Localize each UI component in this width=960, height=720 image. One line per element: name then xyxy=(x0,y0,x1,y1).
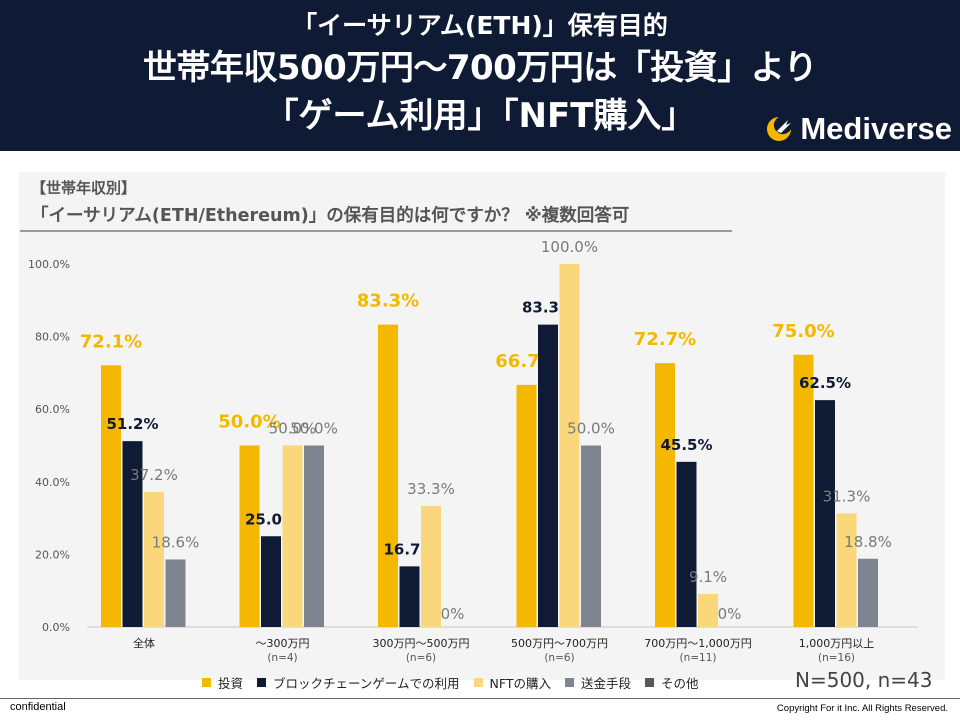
data-label: 83.3% xyxy=(357,291,419,312)
legend-label: ブロックチェーンゲームでの利用 xyxy=(273,675,460,691)
bar-1 xyxy=(538,324,558,627)
legend-item-nft: NFTの購入 xyxy=(473,673,551,692)
data-label: 45.5% xyxy=(660,436,712,454)
x-tick-n-label: (n=6) xyxy=(406,652,436,664)
logo-text: Mediverse xyxy=(800,111,952,146)
data-label: 37.2% xyxy=(130,466,178,484)
legend-label: 投資 xyxy=(218,675,244,691)
bar-1 xyxy=(399,566,420,627)
legend-swatch xyxy=(645,677,655,687)
data-label: 50.0% xyxy=(269,420,317,438)
data-label: 18.8% xyxy=(844,533,892,551)
data-label: 62.5% xyxy=(799,374,851,392)
sample-size-note: N=500, n=43 xyxy=(795,668,933,692)
legend-item-other: その他 xyxy=(645,673,699,692)
data-label: 50.0% xyxy=(218,412,280,433)
data-label: 18.6% xyxy=(152,533,200,551)
x-tick-label: 1,000万円以上 xyxy=(799,637,875,650)
bar-2 xyxy=(559,264,580,627)
y-tick-label: 20.0% xyxy=(35,548,70,561)
data-label: 9.1% xyxy=(689,568,727,586)
bar-1 xyxy=(676,461,697,627)
legend-label: 送金手段 xyxy=(581,675,632,691)
bar-0 xyxy=(239,445,260,627)
x-tick-label: 〜300万円 xyxy=(256,637,310,650)
legend-swatch xyxy=(257,677,267,687)
bar-2 xyxy=(282,445,303,627)
data-label: 75.0% xyxy=(772,321,834,342)
x-tick-n-label: (n=16) xyxy=(818,652,855,664)
confidential-label: confidential xyxy=(10,701,66,713)
chart-section-label: 【世帯年収別】 xyxy=(31,179,137,197)
header-banner: 「イーサリアム(ETH)」保有目的 世帯年収500万円〜700万円は「投資」より… xyxy=(0,0,960,151)
bar-2 xyxy=(836,513,857,627)
bar-0 xyxy=(655,363,675,627)
bar-0 xyxy=(378,324,398,627)
bar-3 xyxy=(858,558,878,627)
x-tick-label: 300万円〜500万円 xyxy=(373,637,470,650)
bar-1 xyxy=(261,536,281,627)
data-label: 33.3% xyxy=(407,480,455,498)
data-label: 0% xyxy=(441,605,465,623)
chart-question: 「イーサリアム(ETH/Ethereum)」の保有目的は何ですか？ ※複数回答可 xyxy=(31,206,630,226)
data-label: 31.3% xyxy=(823,487,871,505)
bar-1 xyxy=(815,400,835,627)
data-label: 100.0% xyxy=(541,238,598,256)
legend-item-game: ブロックチェーンゲームでの利用 xyxy=(257,673,460,692)
x-tick-label: 全体 xyxy=(133,636,155,650)
bar-2 xyxy=(698,593,718,627)
legend-label: その他 xyxy=(661,675,699,691)
header-subtitle: 「イーサリアム(ETH)」保有目的 xyxy=(292,11,668,40)
y-tick-label: 80.0% xyxy=(35,331,70,344)
data-label: 0% xyxy=(718,605,742,623)
bar-0 xyxy=(793,354,814,627)
bar-3 xyxy=(581,445,601,627)
y-tick-label: 0.0% xyxy=(42,621,70,634)
data-label: 50.0% xyxy=(290,420,338,438)
bar-0 xyxy=(101,365,121,627)
legend-item-remit: 送金手段 xyxy=(565,673,631,692)
question-underline xyxy=(20,230,732,232)
legend-swatch xyxy=(565,677,574,687)
legend-swatch xyxy=(202,677,211,687)
footer-divider xyxy=(0,698,960,699)
legend-label: NFTの購入 xyxy=(489,675,551,691)
x-tick-label: 700万円〜1,000万円 xyxy=(644,637,752,650)
header-title-line2: 「ゲーム利用」「NFT購入」 xyxy=(264,96,696,136)
bar-2 xyxy=(144,491,164,627)
x-tick-label: 500万円〜700万円 xyxy=(511,637,608,650)
rocket-moon-icon xyxy=(767,117,792,141)
legend-swatch xyxy=(473,677,483,687)
bar-3 xyxy=(165,559,186,627)
x-tick-n-label: (n=6) xyxy=(544,652,574,664)
y-tick-label: 60.0% xyxy=(35,403,70,416)
x-tick-n-label: (n=4) xyxy=(267,652,297,664)
bar-0 xyxy=(516,384,537,627)
y-tick-label: 40.0% xyxy=(35,476,70,489)
copyright-text: Copyright For it Inc. All Rights Reserve… xyxy=(776,703,948,714)
y-tick-label: 100.0% xyxy=(28,258,70,271)
mediverse-logo: Mediverse xyxy=(764,111,952,146)
data-label: 72.7% xyxy=(634,329,696,350)
data-label: 50.0% xyxy=(567,420,615,438)
bar-2 xyxy=(421,506,441,627)
bar-1 xyxy=(122,441,143,627)
data-label: 72.1% xyxy=(80,331,142,352)
chart-legend: 投資 ブロックチェーンゲームでの利用 NFTの購入 送金手段 その他 xyxy=(202,672,713,692)
data-label: 51.2% xyxy=(106,415,158,433)
x-tick-n-label: (n=11) xyxy=(679,652,716,664)
legend-item-invest: 投資 xyxy=(202,673,243,692)
header-title-line1: 世帯年収500万円〜700万円は「投資」より xyxy=(142,48,818,88)
bar-3 xyxy=(304,445,324,627)
